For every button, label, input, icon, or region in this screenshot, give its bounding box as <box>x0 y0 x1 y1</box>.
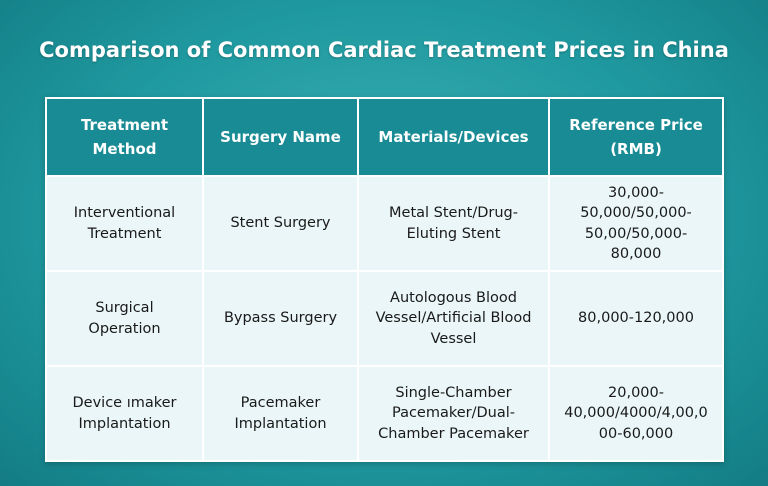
table-cell: Pacemaker Implantation <box>202 365 359 462</box>
header-cell: Treatment Method <box>45 97 204 177</box>
table-cell: Interventional Treatment <box>45 175 204 272</box>
table-cell: Metal Stent/Drug-Eluting Stent <box>357 175 550 272</box>
header-cell: Materials/Devices <box>357 97 550 177</box>
table-cell: Bypass Surgery <box>202 270 359 367</box>
table-body: Interventional Treatment Stent Surgery Met… <box>45 175 724 462</box>
table-row: Surgical Operation Bypass Surgery Autologo… <box>45 270 724 367</box>
table-cell: Device ımaker Implantation <box>45 365 204 462</box>
table-cell: Autologous Blood Vessel/Artificial Blood… <box>357 270 550 367</box>
table-cell: 30,000-50,000/50,000-50,00/50,000-80,000 <box>548 175 724 272</box>
header-cell: Reference Price (RMB) <box>548 97 724 177</box>
table-row: Interventional Treatment Stent Surgery Met… <box>45 175 724 272</box>
table-row: Device ımaker Implantation Pacemaker Impl… <box>45 365 724 462</box>
header-row: Treatment Method Surgery Name Materials/De… <box>45 97 724 177</box>
table-cell: Surgical Operation <box>45 270 204 367</box>
table-cell: 80,000-120,000 <box>548 270 724 367</box>
table-cell: Stent Surgery <box>202 175 359 272</box>
table-cell: Single-Chamber Pacemaker/Dual-Chamber Pa… <box>357 365 550 462</box>
title: Comparison of Common Cardiac Treatment P… <box>39 38 729 62</box>
header-cell: Surgery Name <box>202 97 359 177</box>
price-table: Treatment Method Surgery Name Materials/De… <box>45 97 724 462</box>
table-cell: 20,000-40,000/4000/4,00,000-60,000 <box>548 365 724 462</box>
